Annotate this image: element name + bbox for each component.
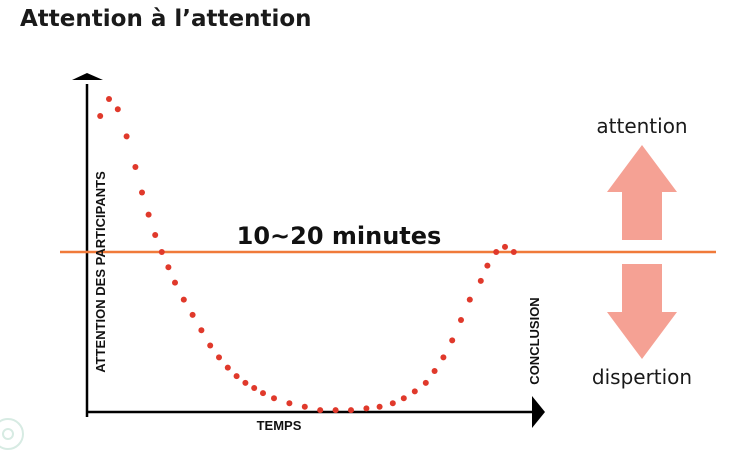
curve-dot — [286, 400, 293, 407]
curve-dot — [449, 337, 456, 344]
curve-dot — [510, 249, 517, 255]
curve-dot — [477, 277, 484, 284]
curve-dot — [207, 342, 214, 349]
curve-dot — [348, 407, 354, 414]
down-arrow-icon — [607, 264, 677, 359]
curve-dot — [180, 296, 187, 303]
curve-dot — [224, 364, 231, 371]
curve-dot — [332, 407, 339, 414]
curve-dot — [422, 379, 429, 386]
curve-dot — [123, 133, 130, 140]
curve-dot — [165, 264, 172, 271]
curve-dot — [242, 379, 249, 386]
curve-dot — [260, 390, 266, 397]
curve-dot — [216, 354, 222, 361]
attention-dispersion-annotation: attention dispertion — [592, 114, 692, 389]
curve-dot — [198, 327, 205, 334]
threshold-label: 10~20 minutes — [237, 222, 442, 250]
curve-dot — [301, 403, 308, 410]
y-axis-label: ATTENTION DES PARTICIPANTS — [93, 171, 108, 373]
curve-dot — [251, 385, 258, 391]
curve-dot — [466, 296, 473, 303]
curve-dot — [114, 106, 121, 113]
curve-dot — [431, 368, 438, 374]
chart-axes — [72, 73, 545, 428]
curve-dot — [376, 403, 383, 410]
curve-dot — [189, 311, 196, 318]
curve-dot — [411, 388, 418, 395]
curve-dot — [493, 249, 500, 255]
curve-dot — [172, 279, 178, 286]
attention-curve-dots — [97, 96, 517, 414]
curve-dot — [363, 405, 370, 412]
curve-dot — [132, 164, 139, 170]
curve-dot — [152, 232, 159, 238]
curve-dot — [502, 243, 508, 250]
x-axis-label: TEMPS — [257, 418, 302, 433]
curve-dot — [106, 96, 112, 102]
curve-dot — [233, 373, 240, 380]
curve-dot — [158, 249, 165, 255]
curve-dot — [317, 407, 324, 414]
curve-dot — [139, 189, 145, 196]
page-title: Attention à l’attention — [20, 6, 312, 32]
curve-dot — [400, 395, 407, 402]
up-arrow-icon — [607, 145, 677, 240]
curve-dot — [145, 211, 152, 218]
attention-label: attention — [596, 114, 687, 138]
curve-dot — [440, 354, 447, 361]
curve-dot — [458, 317, 464, 323]
curve-dot — [97, 113, 104, 119]
y-axis-arrowhead — [72, 73, 103, 80]
curve-dot — [484, 262, 491, 269]
watermark-icon — [0, 418, 24, 450]
dispersion-label: dispertion — [592, 365, 692, 389]
curve-dot — [271, 395, 277, 402]
x-axis-arrowhead — [532, 396, 545, 428]
curve-dot — [389, 400, 396, 407]
conclusion-label: CONCLUSION — [527, 297, 542, 384]
